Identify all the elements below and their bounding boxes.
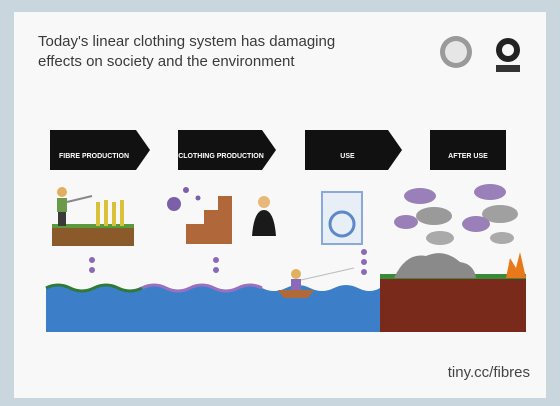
logo-cc-inner xyxy=(445,41,467,63)
boat xyxy=(278,290,314,298)
farmer-body xyxy=(57,198,67,212)
fisher-body xyxy=(291,279,301,290)
title: Today's linear clothing system has damag… xyxy=(38,32,368,72)
landfill xyxy=(394,253,476,278)
dye-drop xyxy=(196,196,201,201)
footer-link: tiny.cc/fibres xyxy=(448,364,530,381)
stage-label: AFTER USE xyxy=(430,136,506,176)
dye-drop xyxy=(183,187,189,193)
card: Today's linear clothing system has damag… xyxy=(14,12,546,398)
page: Today's linear clothing system has damag… xyxy=(0,0,560,406)
drips xyxy=(89,249,367,275)
farmer-head xyxy=(57,187,67,197)
worker-head xyxy=(258,196,270,208)
logo-foundation-base xyxy=(496,65,520,72)
stage-label: FIBRE PRODUCTION xyxy=(50,136,138,176)
smoke-clouds xyxy=(394,184,518,245)
ground xyxy=(380,274,526,332)
sprayer xyxy=(67,196,92,202)
logo-foundation-inner xyxy=(502,44,514,56)
crops xyxy=(96,200,124,226)
soil xyxy=(52,226,134,246)
fire xyxy=(506,252,526,278)
water xyxy=(46,285,380,332)
worker-body xyxy=(252,210,276,236)
fishing-rod xyxy=(301,268,354,280)
stage-label: USE xyxy=(305,136,390,176)
fisher-head xyxy=(291,269,301,279)
stage-label: CLOTHING PRODUCTION xyxy=(178,136,264,176)
farmer-legs xyxy=(58,212,66,226)
dye xyxy=(167,197,181,211)
factory xyxy=(186,196,232,244)
